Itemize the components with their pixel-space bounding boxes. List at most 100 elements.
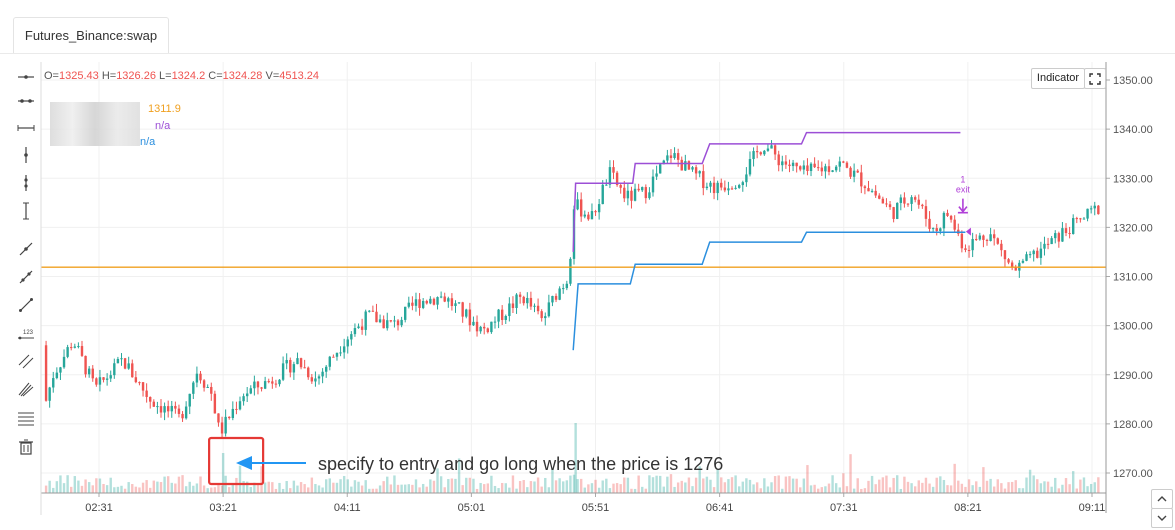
- candle-body: [985, 239, 989, 242]
- candle-body: [177, 408, 181, 414]
- trash-icon[interactable]: [12, 436, 40, 458]
- candle-body: [1068, 233, 1071, 235]
- fib-fan-icon[interactable]: [12, 378, 40, 400]
- scroll-up-button[interactable]: [1151, 489, 1173, 509]
- volume-bar: [827, 483, 831, 493]
- volume-bar: [461, 485, 464, 493]
- volume-bar: [730, 477, 734, 493]
- candle-body: [170, 405, 173, 412]
- volume-bar: [931, 486, 935, 493]
- volume-bar: [159, 482, 163, 493]
- candle-body: [285, 359, 288, 364]
- candle-body: [619, 185, 622, 188]
- volume-bar: [515, 488, 518, 493]
- volume-bar: [870, 475, 874, 493]
- volume-bar: [418, 487, 421, 493]
- candle-body: [587, 214, 590, 220]
- volume-bar: [465, 477, 468, 493]
- candle-body: [949, 215, 953, 220]
- volume-bar: [953, 463, 956, 493]
- trend-ray-icon[interactable]: [12, 238, 40, 260]
- price-label-icon[interactable]: 123: [12, 324, 40, 346]
- candle-body: [404, 306, 407, 320]
- candle-body: [518, 294, 522, 297]
- candle-body: [1097, 205, 1100, 215]
- volume-bar: [249, 487, 252, 493]
- volume-bar: [913, 486, 917, 493]
- candle-body: [834, 166, 838, 171]
- candle-body: [852, 170, 856, 177]
- volume-bar: [1025, 477, 1028, 493]
- candle-body: [332, 356, 335, 358]
- candle-body: [583, 214, 586, 217]
- volume-bar: [73, 476, 77, 493]
- volume-bar: [447, 479, 450, 493]
- candle-body: [346, 339, 349, 347]
- volume-bar: [791, 478, 795, 493]
- volume-bar: [957, 480, 960, 493]
- volume-bar: [748, 479, 752, 493]
- volume-bar: [113, 487, 116, 493]
- horizontal-line-icon[interactable]: [12, 117, 40, 139]
- horizontal-ray-icon[interactable]: [12, 66, 40, 88]
- vertical-line-icon[interactable]: [12, 144, 40, 166]
- volume-bar: [770, 482, 773, 493]
- trend-line-icon[interactable]: [12, 294, 40, 316]
- fib-retracement-icon[interactable]: [12, 408, 40, 430]
- volume-bar: [245, 481, 249, 493]
- candle-body: [842, 161, 845, 163]
- volume-bar: [860, 488, 863, 493]
- fullscreen-button[interactable]: [1084, 68, 1106, 89]
- scroll-down-button[interactable]: [1151, 508, 1173, 528]
- volume-bar: [867, 480, 870, 493]
- volume-bar: [202, 485, 206, 493]
- candle-body: [292, 364, 296, 373]
- candle-body: [174, 405, 177, 409]
- candle-body: [644, 187, 648, 199]
- volume-bar: [407, 484, 410, 493]
- volume-bar: [486, 483, 490, 493]
- candle-body: [123, 358, 127, 369]
- volume-bar: [745, 478, 748, 493]
- tab-futures-binance[interactable]: Futures_Binance:swap: [13, 17, 169, 53]
- volume-bar: [1071, 471, 1075, 493]
- volume-bar: [389, 484, 393, 493]
- candle-body: [759, 152, 762, 155]
- indicator-button[interactable]: Indicator: [1031, 68, 1085, 89]
- ohlc-readout: O=1325.43 H=1326.26 L=1324.2 C=1324.28 V…: [44, 70, 320, 82]
- candle-body: [48, 387, 51, 401]
- volume-bar: [906, 481, 910, 493]
- volume-bar: [741, 481, 744, 493]
- candle-body: [389, 320, 393, 322]
- volume-bar: [443, 487, 446, 493]
- candle-body: [809, 163, 813, 172]
- candle-body: [199, 373, 202, 381]
- x-tick-label: 07:31: [830, 502, 858, 514]
- candle-body: [378, 319, 382, 323]
- volume-bar: [597, 487, 601, 493]
- vertical-segment-icon[interactable]: [12, 172, 40, 194]
- candle-body: [490, 321, 493, 333]
- volume-bar: [720, 477, 723, 493]
- candle-body: [716, 182, 719, 194]
- candle-body: [838, 161, 841, 167]
- volume-bar: [601, 480, 604, 493]
- candle-body: [651, 176, 655, 193]
- volume-bar: [91, 485, 94, 493]
- candle-body: [899, 197, 903, 203]
- candle-body: [845, 162, 849, 168]
- candle-body: [612, 167, 615, 173]
- exit-label: exit: [956, 185, 971, 195]
- volume-bar: [518, 481, 522, 493]
- candle-body: [483, 326, 486, 329]
- candle-body: [296, 358, 299, 365]
- candle-body: [454, 303, 457, 307]
- parallel-channel-icon[interactable]: [12, 350, 40, 372]
- trend-segment-icon[interactable]: [12, 266, 40, 288]
- candle-body: [773, 145, 777, 155]
- candle-body: [439, 296, 443, 298]
- candle-body: [1036, 250, 1039, 258]
- vertical-range-icon[interactable]: [12, 200, 40, 222]
- horizontal-segment-icon[interactable]: [12, 90, 40, 112]
